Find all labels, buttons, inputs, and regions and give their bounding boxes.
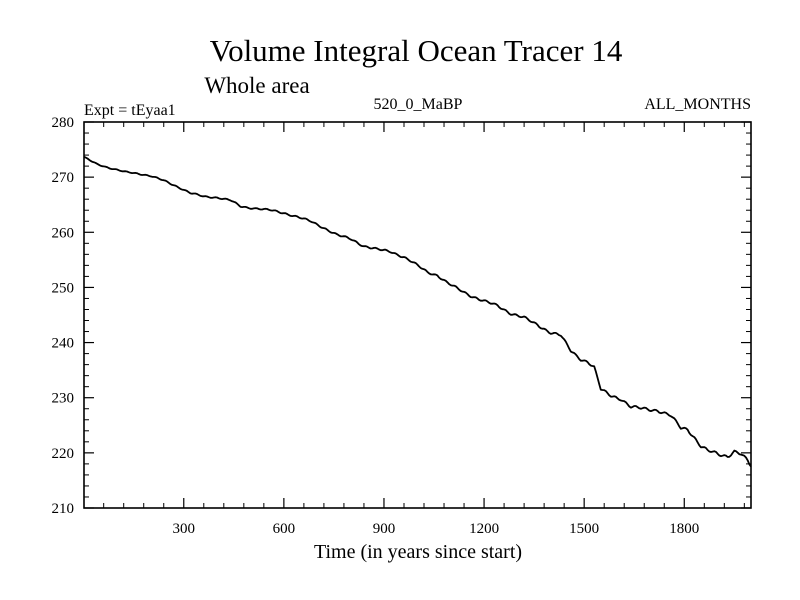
y-tick-label: 240 <box>52 336 75 352</box>
x-tick-label: 1800 <box>669 521 699 537</box>
x-tick-label: 900 <box>373 521 396 537</box>
series-line <box>83 156 752 468</box>
x-tick-label: 1500 <box>569 521 599 537</box>
x-tick-label: 300 <box>173 521 196 537</box>
experiment-label: Expt = tEyaa1 <box>84 102 176 119</box>
chart-subtitle: Whole area <box>204 73 309 98</box>
chart-title: Volume Integral Ocean Tracer 14 <box>210 33 623 68</box>
y-tick-label: 230 <box>52 391 75 407</box>
y-tick-label: 210 <box>52 501 75 517</box>
y-axis: 210 220 230 240 250 260 270 280 <box>52 115 751 517</box>
x-tick-label: 600 <box>273 521 296 537</box>
run-label: 520_0_MaBP <box>374 96 463 113</box>
plot-frame <box>83 121 752 509</box>
y-tick-label: 250 <box>52 280 75 296</box>
y-tick-label: 260 <box>52 225 75 241</box>
x-tick-label: 1200 <box>469 521 499 537</box>
y-tick-label: 270 <box>52 170 75 186</box>
period-label: ALL_MONTHS <box>644 96 751 113</box>
x-axis: 300 600 900 1200 1500 1800 <box>103 122 745 537</box>
x-axis-title: Time (in years since start) <box>314 541 522 563</box>
series-group <box>83 156 752 468</box>
y-tick-label: 280 <box>52 115 75 131</box>
y-tick-label: 220 <box>52 446 75 462</box>
